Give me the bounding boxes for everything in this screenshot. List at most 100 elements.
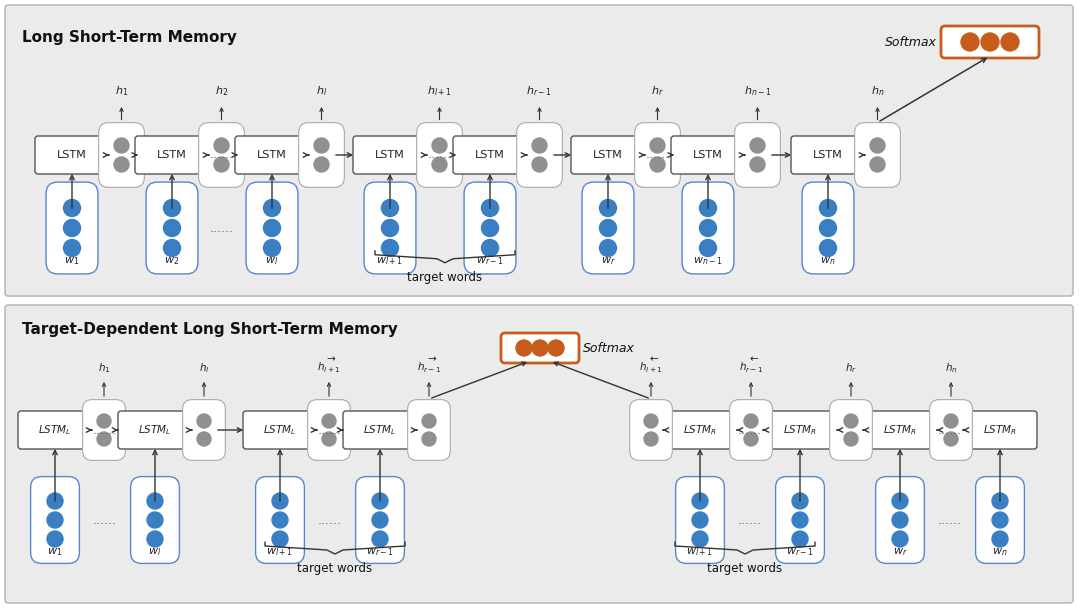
- FancyBboxPatch shape: [963, 411, 1037, 449]
- Circle shape: [372, 493, 388, 509]
- FancyBboxPatch shape: [83, 400, 125, 460]
- Circle shape: [381, 239, 399, 256]
- Circle shape: [599, 200, 617, 217]
- FancyBboxPatch shape: [235, 136, 309, 174]
- Circle shape: [700, 239, 716, 256]
- Text: $w_{l+1}$: $w_{l+1}$: [377, 255, 404, 267]
- Text: $h_l$: $h_l$: [199, 361, 210, 375]
- FancyBboxPatch shape: [30, 477, 80, 564]
- Circle shape: [1001, 33, 1020, 51]
- Text: $w_r$: $w_r$: [893, 546, 907, 558]
- Circle shape: [482, 239, 499, 256]
- Text: $w_{l+1}$: $w_{l+1}$: [687, 546, 714, 558]
- Circle shape: [272, 493, 288, 509]
- Circle shape: [214, 157, 229, 172]
- Circle shape: [381, 200, 399, 217]
- Circle shape: [532, 157, 546, 172]
- Circle shape: [599, 220, 617, 236]
- FancyBboxPatch shape: [453, 136, 527, 174]
- Circle shape: [314, 138, 329, 153]
- FancyBboxPatch shape: [571, 136, 645, 174]
- Text: ......: ......: [646, 149, 670, 162]
- FancyBboxPatch shape: [663, 411, 737, 449]
- Circle shape: [264, 200, 281, 217]
- FancyBboxPatch shape: [854, 122, 901, 187]
- Circle shape: [422, 414, 436, 428]
- Text: ......: ......: [939, 513, 962, 526]
- Circle shape: [792, 531, 808, 547]
- Text: $w_1$: $w_1$: [48, 546, 63, 558]
- Circle shape: [548, 340, 564, 356]
- Text: Long Short-Term Memory: Long Short-Term Memory: [22, 30, 237, 45]
- FancyBboxPatch shape: [146, 182, 198, 274]
- Text: ......: ......: [428, 149, 453, 162]
- FancyBboxPatch shape: [355, 477, 404, 564]
- Text: $h_{n-1}$: $h_{n-1}$: [744, 84, 771, 98]
- Text: $w_r$: $w_r$: [600, 255, 616, 267]
- Text: target words: target words: [297, 562, 373, 575]
- Text: ......: ......: [93, 424, 117, 436]
- Circle shape: [264, 220, 281, 236]
- Circle shape: [422, 432, 436, 446]
- FancyBboxPatch shape: [975, 477, 1025, 564]
- Text: ......: ......: [210, 222, 234, 234]
- FancyBboxPatch shape: [734, 122, 781, 187]
- Circle shape: [97, 414, 111, 428]
- Text: $h_r$: $h_r$: [651, 84, 664, 98]
- Circle shape: [432, 157, 447, 172]
- Text: $LSTM_R$: $LSTM_R$: [683, 423, 717, 437]
- Text: ......: ......: [210, 149, 234, 162]
- Circle shape: [820, 220, 837, 236]
- Circle shape: [981, 33, 999, 51]
- Circle shape: [892, 493, 908, 509]
- Text: $h_2$: $h_2$: [215, 84, 228, 98]
- Circle shape: [843, 432, 858, 446]
- Circle shape: [314, 157, 329, 172]
- Text: $w_{l+1}$: $w_{l+1}$: [267, 546, 294, 558]
- FancyBboxPatch shape: [46, 182, 98, 274]
- Circle shape: [147, 493, 163, 509]
- Text: ......: ......: [318, 424, 342, 436]
- Circle shape: [644, 414, 658, 428]
- Circle shape: [599, 239, 617, 256]
- Text: LSTM: LSTM: [375, 150, 405, 160]
- Circle shape: [114, 138, 129, 153]
- FancyBboxPatch shape: [5, 305, 1074, 603]
- Circle shape: [870, 157, 885, 172]
- Circle shape: [64, 220, 81, 236]
- Text: $h_n$: $h_n$: [945, 361, 957, 375]
- FancyBboxPatch shape: [516, 122, 563, 187]
- Circle shape: [48, 531, 63, 547]
- Text: $LSTM_L$: $LSTM_L$: [363, 423, 396, 437]
- FancyBboxPatch shape: [98, 122, 145, 187]
- Circle shape: [650, 138, 665, 153]
- Circle shape: [432, 138, 447, 153]
- Circle shape: [644, 432, 658, 446]
- Text: target words: target words: [407, 271, 483, 284]
- FancyBboxPatch shape: [671, 136, 745, 174]
- FancyBboxPatch shape: [118, 411, 192, 449]
- FancyBboxPatch shape: [829, 400, 873, 460]
- Circle shape: [64, 239, 81, 256]
- Text: ......: ......: [939, 424, 962, 436]
- FancyBboxPatch shape: [582, 182, 634, 274]
- Circle shape: [482, 220, 499, 236]
- Circle shape: [197, 414, 211, 428]
- FancyBboxPatch shape: [791, 136, 865, 174]
- Circle shape: [993, 493, 1008, 509]
- Circle shape: [322, 414, 336, 428]
- Text: LSTM: LSTM: [157, 150, 187, 160]
- FancyBboxPatch shape: [863, 411, 937, 449]
- FancyBboxPatch shape: [876, 477, 924, 564]
- FancyBboxPatch shape: [676, 477, 725, 564]
- Text: $w_n$: $w_n$: [993, 546, 1008, 558]
- FancyBboxPatch shape: [941, 26, 1039, 58]
- Circle shape: [214, 138, 229, 153]
- Text: LSTM: LSTM: [813, 150, 842, 160]
- Circle shape: [48, 493, 63, 509]
- Circle shape: [692, 531, 708, 547]
- Text: $h_{r-1}$: $h_{r-1}$: [526, 84, 553, 98]
- Circle shape: [870, 138, 885, 153]
- Circle shape: [147, 531, 163, 547]
- Circle shape: [892, 531, 908, 547]
